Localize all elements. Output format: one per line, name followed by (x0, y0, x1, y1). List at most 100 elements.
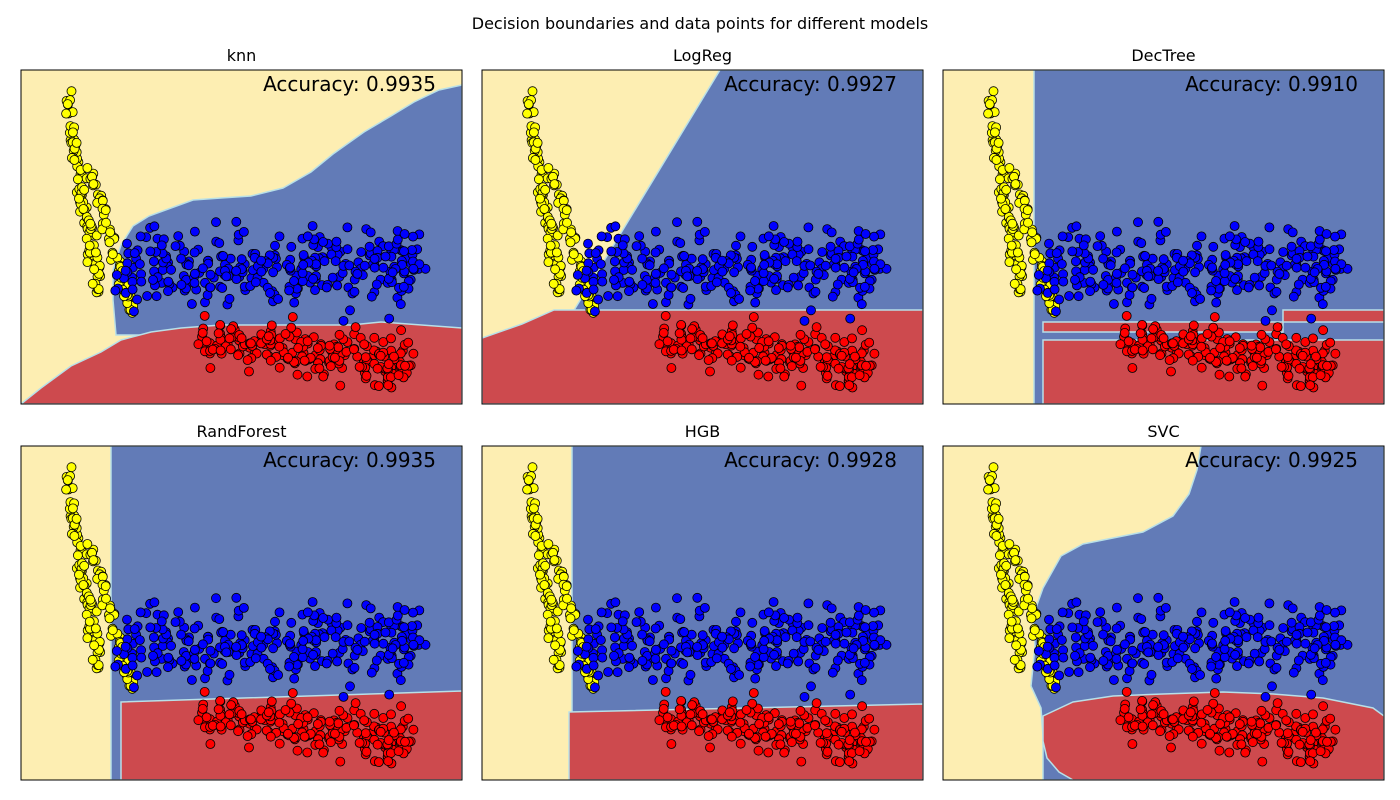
point-red (266, 320, 277, 331)
point-blue (1281, 636, 1292, 647)
point-yellow (561, 205, 572, 216)
point-red (266, 696, 277, 707)
point-red (388, 727, 399, 738)
point-blue (151, 291, 162, 302)
point-blue (365, 603, 376, 614)
point-red (280, 705, 291, 715)
point-blue (1281, 260, 1292, 271)
point-blue (110, 285, 121, 296)
point-blue (1220, 259, 1231, 270)
point-yellow (540, 561, 551, 571)
point-blue (1108, 299, 1119, 309)
point-red (193, 339, 204, 350)
point-red (1188, 320, 1199, 331)
point-blue (398, 657, 409, 668)
point-red (1158, 709, 1169, 720)
point-blue (780, 632, 791, 643)
point-red (299, 731, 310, 742)
point-blue (571, 661, 582, 672)
point-red (854, 370, 865, 381)
point-yellow (85, 594, 96, 605)
point-red (1305, 359, 1316, 370)
point-blue (399, 605, 410, 615)
accuracy-label-1: Accuracy: 0.9927 (724, 72, 897, 96)
point-red (820, 339, 831, 350)
point-blue (624, 662, 634, 673)
point-blue (345, 305, 355, 316)
point-red (694, 350, 705, 361)
point-yellow (69, 155, 80, 165)
point-blue (581, 641, 592, 652)
point-blue (692, 274, 703, 285)
point-red (1308, 709, 1318, 720)
point-blue (788, 648, 799, 659)
point-blue (111, 646, 122, 656)
point-blue (699, 602, 710, 613)
point-blue (1219, 652, 1230, 663)
point-red (847, 709, 857, 720)
point-blue (250, 277, 261, 288)
point-yellow (993, 514, 1004, 524)
point-red (372, 363, 383, 374)
point-red (280, 329, 291, 339)
point-blue (627, 264, 638, 275)
point-blue (129, 682, 139, 693)
point-blue (697, 630, 708, 641)
point-blue (1317, 299, 1328, 310)
point-blue (791, 632, 802, 643)
point-blue (627, 640, 638, 651)
point-blue (839, 262, 850, 273)
point-red (666, 739, 677, 749)
point-yellow (1006, 616, 1017, 627)
point-yellow (87, 278, 98, 289)
point-blue (1108, 675, 1119, 685)
point-blue (166, 640, 177, 651)
point-blue (830, 253, 841, 264)
point-red (834, 757, 845, 768)
point-blue (650, 623, 661, 634)
point-red (236, 333, 247, 344)
point-red (292, 745, 303, 756)
point-blue (682, 647, 693, 658)
point-blue (285, 638, 296, 649)
point-red (1295, 381, 1306, 392)
point-blue (1264, 598, 1275, 609)
point-blue (217, 659, 228, 669)
point-yellow (1007, 218, 1018, 229)
point-blue (1220, 250, 1231, 260)
point-red (403, 337, 414, 348)
point-red (1295, 757, 1306, 768)
point-blue (231, 265, 242, 276)
point-yellow (1009, 654, 1020, 665)
point-red (1251, 352, 1262, 363)
point-yellow (84, 616, 95, 627)
point-red (744, 728, 754, 739)
point-yellow (82, 257, 93, 268)
point-blue (644, 260, 655, 271)
point-blue (1049, 660, 1060, 671)
point-blue (173, 231, 184, 242)
point-blue (344, 260, 355, 271)
point-red (1283, 746, 1294, 757)
point-blue (236, 630, 247, 641)
point-blue (658, 639, 669, 650)
point-blue (1293, 655, 1304, 666)
point-blue (810, 286, 821, 297)
point-yellow (550, 640, 560, 651)
point-red (1158, 333, 1169, 344)
point-yellow (995, 550, 1005, 561)
point-blue (685, 293, 696, 304)
point-blue (1153, 592, 1164, 603)
point-red (727, 320, 738, 331)
point-red (748, 688, 759, 698)
point-yellow (73, 174, 83, 185)
point-blue (869, 607, 879, 618)
point-red (302, 371, 313, 382)
point-red (1322, 736, 1332, 747)
point-yellow (68, 127, 78, 138)
accuracy-label-3: Accuracy: 0.9935 (263, 448, 436, 472)
point-blue (327, 648, 338, 659)
point-blue (1208, 617, 1219, 628)
point-blue (1111, 226, 1122, 237)
point-blue (750, 276, 760, 286)
